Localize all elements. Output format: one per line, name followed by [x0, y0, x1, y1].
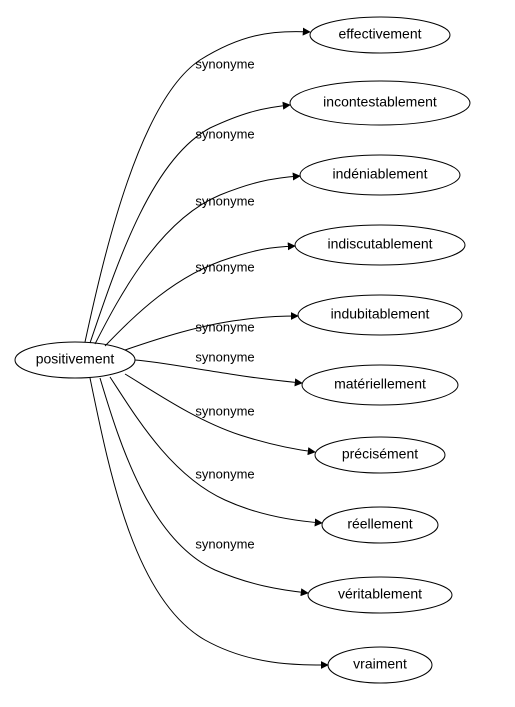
node-effectivement: effectivement	[310, 17, 450, 53]
node-positivement: positivement	[15, 342, 135, 378]
node-label-indiscutablement: indiscutablement	[327, 236, 432, 252]
node-indiscutablement: indiscutablement	[295, 225, 465, 265]
edge-label-indeniablement: synonyme	[195, 193, 254, 208]
synonym-graph: synonyme synonyme synonyme synonyme synonyme…	[0, 0, 515, 707]
edge-materiellement: synonyme	[135, 349, 302, 383]
edge-label-indubitablement: synonyme	[195, 319, 254, 334]
node-label-veritablement: véritablement	[338, 586, 422, 602]
edge-label-incontestablement: synonyme	[195, 126, 254, 141]
edge-incontestablement: synonyme	[90, 105, 290, 343]
edge-reellement: synonyme	[110, 377, 322, 523]
node-label-vraiment: vraiment	[353, 656, 407, 672]
node-materiellement: matériellement	[302, 365, 458, 405]
node-veritablement: véritablement	[308, 577, 452, 613]
node-label-precisement: précisément	[342, 446, 418, 462]
node-incontestablement: incontestablement	[290, 81, 470, 125]
node-label-indubitablement: indubitablement	[331, 306, 430, 322]
node-precisement: précisément	[315, 437, 445, 473]
node-label-reellement: réellement	[347, 516, 412, 532]
edge-label-effectivement: synonyme	[195, 56, 254, 71]
node-label-effectivement: effectivement	[338, 26, 421, 42]
edge-label-materiellement: synonyme	[195, 349, 254, 364]
node-indeniablement: indéniablement	[300, 155, 460, 195]
node-label-indeniablement: indéniablement	[333, 166, 428, 182]
edge-label-reellement: synonyme	[195, 466, 254, 481]
node-vraiment: vraiment	[328, 647, 432, 683]
node-label-incontestablement: incontestablement	[323, 94, 437, 110]
edge-label-precisement: synonyme	[195, 403, 254, 418]
edge-effectivement: synonyme	[85, 32, 310, 342]
node-label-positivement: positivement	[36, 351, 115, 367]
edge-vraiment	[90, 378, 328, 665]
node-label-materiellement: matériellement	[334, 376, 426, 392]
edge-label-veritablement: synonyme	[195, 536, 254, 551]
edge-label-indiscutablement: synonyme	[195, 259, 254, 274]
node-reellement: réellement	[322, 507, 438, 543]
node-indubitablement: indubitablement	[298, 295, 462, 335]
edge-indubitablement: synonyme	[125, 316, 298, 350]
